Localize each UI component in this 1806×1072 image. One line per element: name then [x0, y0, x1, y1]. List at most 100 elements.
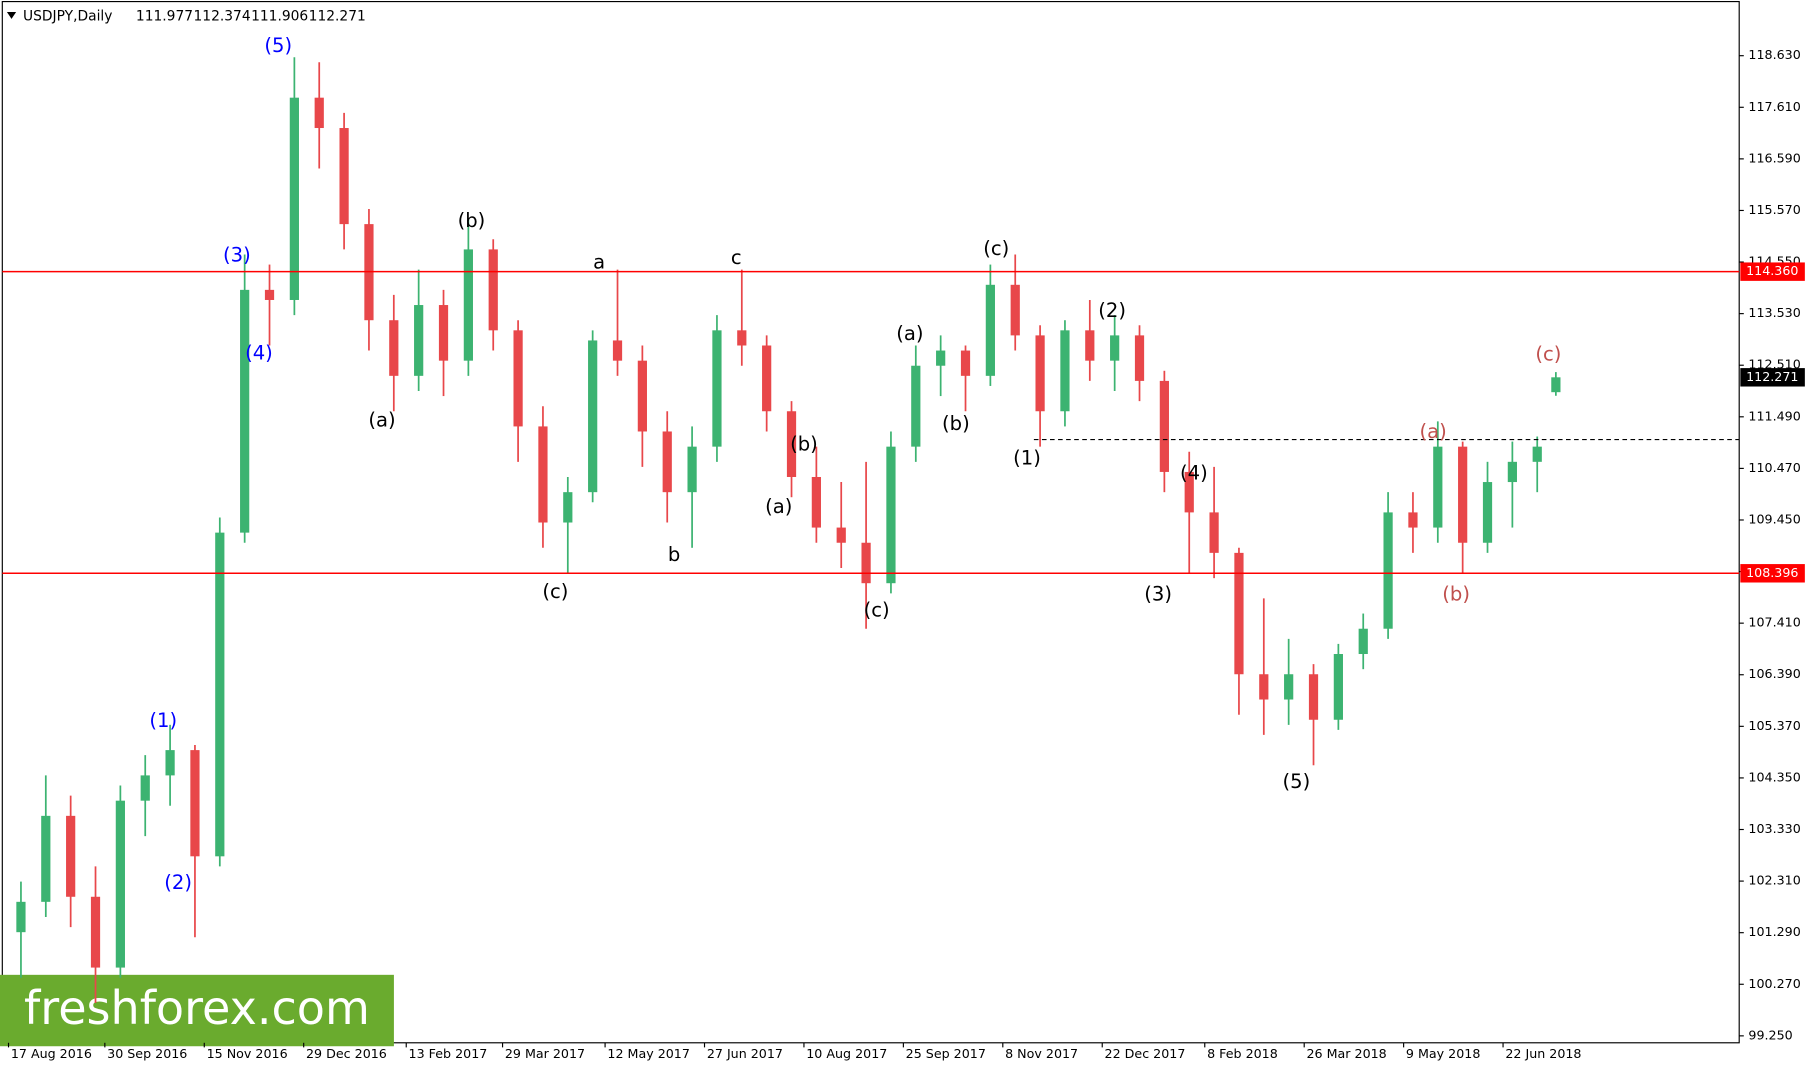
x-tick-label: 25 Sep 2017: [906, 1046, 986, 1061]
y-tick-label: 118.630: [1748, 47, 1800, 62]
candle-body: [1010, 284, 1020, 336]
candle-body: [190, 750, 200, 857]
y-tick-label: 101.290: [1748, 924, 1800, 939]
candle-body: [911, 365, 921, 447]
candle-body: [712, 330, 722, 447]
candle-body: [1134, 335, 1145, 381]
x-tick-label: 10 Aug 2017: [806, 1046, 887, 1061]
candle-body: [438, 305, 449, 361]
wave-label: (a): [368, 408, 395, 431]
y-tick-label: 100.270: [1748, 976, 1800, 991]
x-tick-label: 17 Aug 2016: [11, 1046, 92, 1061]
candle-body: [115, 800, 125, 968]
candle-body: [538, 426, 548, 523]
candle-body: [1159, 380, 1169, 472]
x-tick-label: 29 Mar 2017: [505, 1046, 585, 1061]
candle-body: [513, 330, 523, 427]
x-tick-label: 26 Mar 2018: [1307, 1046, 1387, 1061]
y-tick-label: 105.370: [1748, 718, 1800, 733]
candle-body: [1433, 446, 1443, 528]
x-tick-label: 29 Dec 2016: [306, 1046, 387, 1061]
x-tick-label: 9 May 2018: [1406, 1046, 1480, 1061]
candle-body: [588, 340, 598, 493]
candle-body: [1035, 335, 1045, 412]
candle-body: [314, 97, 324, 129]
candle-body: [936, 350, 946, 366]
candle-body: [1551, 377, 1561, 393]
y-tick-label: 116.590: [1748, 150, 1800, 165]
y-tick-label: 109.450: [1748, 511, 1800, 526]
candle-body: [41, 815, 51, 902]
candle-body: [339, 128, 349, 225]
candle-body: [737, 330, 747, 346]
y-tick-label: 110.470: [1748, 460, 1800, 475]
header-symbol: USDJPY,Daily: [23, 9, 112, 25]
header-value: 111.977: [136, 9, 193, 25]
candle-body: [836, 527, 846, 543]
header-value: 111.906: [251, 9, 308, 25]
candle-body: [140, 775, 150, 801]
candle-body: [563, 492, 573, 523]
wave-label: (5): [264, 34, 292, 57]
y-tick-label: 111.490: [1748, 408, 1800, 423]
candle-body: [66, 815, 76, 897]
x-tick-label: 8 Nov 2017: [1005, 1046, 1078, 1061]
candle-body: [1259, 674, 1269, 700]
candle-body: [289, 97, 299, 300]
candle-body: [414, 305, 424, 376]
candle-body: [215, 532, 225, 857]
y-tick-label: 104.350: [1748, 769, 1800, 784]
candle-body: [1333, 654, 1343, 720]
current-price-box: [1740, 368, 1805, 387]
wave-label: (3): [1144, 582, 1172, 605]
wave-label: (b): [790, 433, 818, 456]
header-value: 112.271: [309, 9, 366, 25]
candle-body: [1458, 446, 1468, 543]
x-tick-label: 30 Sep 2016: [107, 1046, 187, 1061]
x-tick-label: 27 Jun 2017: [707, 1046, 783, 1061]
wave-label: (1): [149, 709, 177, 732]
candle-body: [1284, 674, 1294, 700]
plot-frame: [1, 0, 1740, 1044]
candle-body: [1482, 482, 1493, 543]
wave-label: (2): [164, 871, 192, 894]
candle-body: [960, 350, 971, 376]
candle-body: [886, 446, 896, 584]
wave-label: (c): [542, 580, 568, 603]
wave-label: (a): [1420, 420, 1447, 443]
candle-body: [165, 750, 175, 776]
wave-label: (4): [1180, 461, 1208, 484]
wave-label: c: [731, 246, 742, 269]
candle-body: [786, 411, 797, 477]
candle-body: [1408, 512, 1418, 528]
candle-body: [1234, 552, 1244, 675]
menu-arrow[interactable]: [6, 11, 17, 19]
current-price-label: 112.271: [1746, 369, 1798, 384]
y-tick-label: 115.570: [1748, 202, 1800, 217]
wave-label: (b): [942, 412, 970, 435]
wave-label: (c): [983, 237, 1009, 260]
candle-body: [687, 446, 697, 493]
candle-body: [1085, 330, 1095, 361]
level-label-box: [1740, 262, 1805, 281]
x-tick-label: 22 Dec 2017: [1105, 1046, 1186, 1061]
y-tick-label: 102.310: [1748, 873, 1800, 888]
watermark: freshforex.com: [24, 981, 370, 1035]
candle-body: [811, 476, 821, 528]
candle-body: [463, 249, 473, 361]
y-tick-label: 99.250: [1748, 1027, 1792, 1042]
y-tick-label: 103.330: [1748, 821, 1800, 836]
wave-label: (4): [245, 342, 273, 365]
level-label: 114.360: [1746, 263, 1798, 278]
y-tick-label: 112.510: [1748, 357, 1800, 372]
wave-label: (a): [896, 322, 923, 345]
wave-label: (b): [1442, 582, 1470, 605]
wave-label: (5): [1283, 770, 1311, 793]
candle-body: [1358, 628, 1368, 655]
x-tick-label: 12 May 2017: [607, 1046, 690, 1061]
candle-body: [1060, 330, 1070, 412]
candle-body: [861, 542, 871, 584]
